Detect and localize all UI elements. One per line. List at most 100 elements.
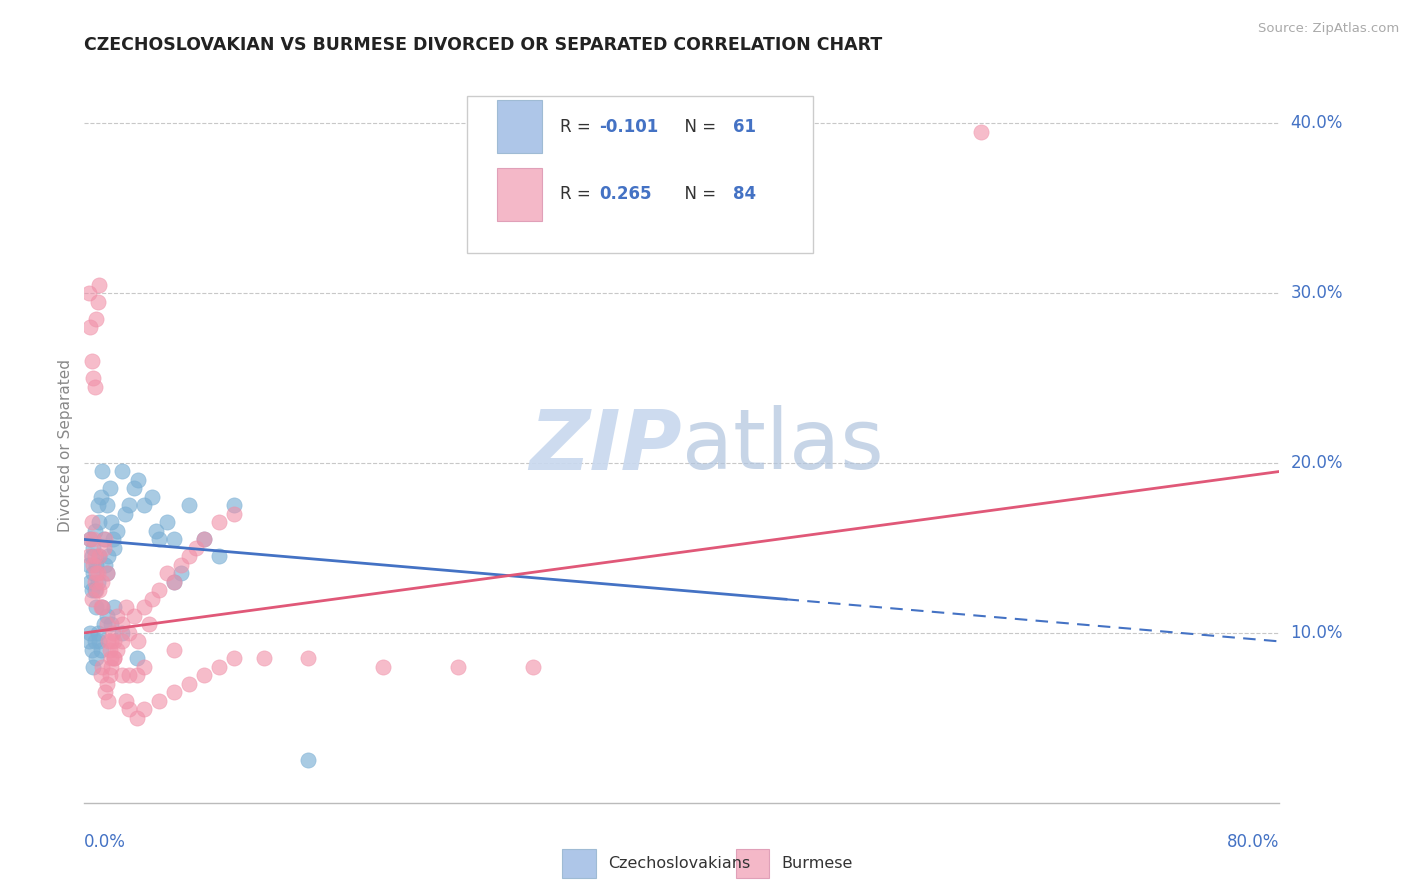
Text: N =: N = [673,118,721,136]
Point [94,685,117,699]
Point [89,549,111,564]
Point [163,685,186,699]
Point [101,626,124,640]
Point [170,566,193,581]
Point [90,668,112,682]
Point [80,583,103,598]
Point [103,651,125,665]
Point [93,533,115,547]
Point [87,626,110,640]
Point [132,499,156,513]
Point [86,311,108,326]
Point [115,600,138,615]
Point [127,634,149,648]
Point [89,516,111,530]
Point [208,516,231,530]
Point [96,566,118,581]
Point [103,600,125,615]
Point [93,541,115,555]
Text: 61: 61 [734,118,756,136]
Point [118,626,141,640]
Point [170,558,193,572]
Point [87,294,110,309]
Point [148,583,170,598]
Point [87,566,110,581]
Text: 84: 84 [734,186,756,203]
Point [138,617,160,632]
Text: 10.0%: 10.0% [1291,624,1343,642]
Point [222,499,245,513]
Point [148,694,170,708]
Point [522,660,544,674]
Text: 80.0%: 80.0% [1227,833,1279,851]
Point [103,651,125,665]
Point [208,660,231,674]
Point [82,371,104,385]
Text: R =: R = [560,118,596,136]
Point [163,574,186,589]
Point [118,499,141,513]
Text: atlas: atlas [682,406,883,486]
Point [371,660,394,674]
Point [105,524,128,538]
Text: 30.0%: 30.0% [1291,284,1343,302]
Point [86,583,108,598]
Point [94,533,117,547]
Point [193,668,215,682]
Point [132,660,156,674]
Text: 0.265: 0.265 [599,186,652,203]
Y-axis label: Divorced or Separated: Divorced or Separated [58,359,73,533]
Point [100,660,122,674]
Point [177,499,200,513]
Point [297,651,319,665]
Point [80,591,103,606]
Point [177,549,200,564]
Point [91,465,114,479]
Point [447,660,470,674]
Point [96,566,118,581]
FancyBboxPatch shape [467,96,814,253]
Point [83,524,105,538]
Point [86,566,108,581]
Point [91,600,114,615]
Point [97,694,120,708]
Point [82,533,104,547]
Bar [496,100,543,153]
Point [186,541,208,555]
Point [111,617,134,632]
Point [100,634,122,648]
Text: R =: R = [560,186,596,203]
Point [193,533,215,547]
Point [115,694,138,708]
Point [89,583,111,598]
Point [91,660,114,674]
Point [114,507,136,521]
Point [97,634,120,648]
Point [118,668,141,682]
Bar [562,849,596,878]
Point [82,558,104,572]
Point [101,533,124,547]
Point [100,651,122,665]
Point [82,566,104,581]
Point [89,277,111,292]
Point [105,608,128,623]
Point [77,558,100,572]
Point [100,617,122,632]
Point [132,600,156,615]
Point [83,583,105,598]
Text: 40.0%: 40.0% [1291,114,1343,132]
Point [141,591,163,606]
Point [80,516,103,530]
Point [222,507,245,521]
Point [83,574,105,589]
Point [177,677,200,691]
Point [125,711,148,725]
Point [82,541,104,555]
Point [82,660,104,674]
Point [111,626,134,640]
Point [91,574,114,589]
Point [125,651,148,665]
Point [98,482,121,496]
Point [132,702,156,716]
